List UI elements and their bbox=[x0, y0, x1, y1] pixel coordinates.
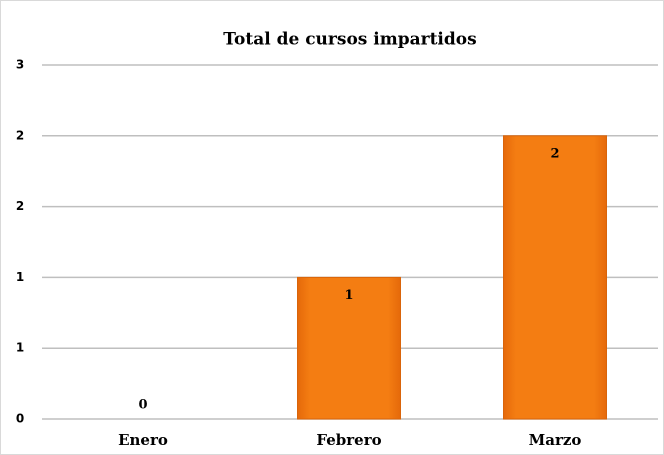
x-tick-label: Marzo bbox=[529, 431, 582, 449]
bar bbox=[297, 276, 401, 420]
data-label: 0 bbox=[138, 398, 147, 413]
y-tick-label: 3 bbox=[16, 58, 24, 72]
y-tick-label: 1 bbox=[16, 270, 24, 284]
y-tick-label: 0 bbox=[16, 412, 24, 426]
x-tick-label: Febrero bbox=[316, 431, 381, 449]
data-label: 2 bbox=[550, 146, 559, 161]
data-label: 1 bbox=[344, 288, 353, 303]
y-tick-label: 1 bbox=[16, 341, 24, 355]
chart-title: Total de cursos impartidos bbox=[223, 30, 476, 50]
x-tick-label: Enero bbox=[118, 431, 168, 449]
y-tick-label: 2 bbox=[16, 199, 24, 213]
y-tick-label: 2 bbox=[16, 128, 24, 142]
bar bbox=[503, 135, 607, 420]
